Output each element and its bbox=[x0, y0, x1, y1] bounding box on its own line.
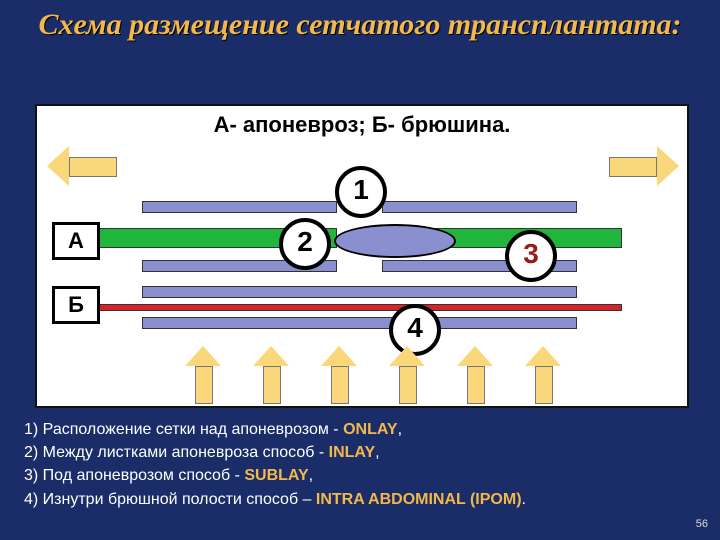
diagram-subtitle: А- апоневроз; Б- брюшина. bbox=[37, 112, 687, 138]
legend-item: 3) Под апоневрозом способ - SUBLAY, bbox=[24, 464, 704, 487]
page-number: 56 bbox=[696, 518, 708, 530]
arrow-up-icon bbox=[525, 346, 561, 402]
marker-3: 3 bbox=[505, 230, 557, 282]
mesh-sublay bbox=[142, 286, 577, 298]
slide-root: Схема размещение сетчатого трансплантата… bbox=[0, 0, 720, 540]
arrow-up-icon bbox=[185, 346, 221, 402]
mesh-ipom bbox=[142, 317, 577, 329]
arrow-up-icon bbox=[321, 346, 357, 402]
arrow-left-icon bbox=[47, 146, 117, 186]
arrow-up-icon bbox=[389, 346, 425, 402]
label-A: А bbox=[52, 222, 100, 260]
legend-list: 1) Расположение сетки над апоневрозом - … bbox=[24, 418, 704, 511]
marker-1: 1 bbox=[335, 166, 387, 218]
peritoneum bbox=[97, 304, 622, 311]
arrow-right-icon bbox=[609, 146, 679, 186]
legend-item: 4) Изнутри брюшной полости способ – INTR… bbox=[24, 488, 704, 511]
arrow-up-icon bbox=[457, 346, 493, 402]
legend-item: 2) Между листками апоневроза способ - IN… bbox=[24, 441, 704, 464]
mesh-onlay-top-right bbox=[382, 201, 577, 213]
slide-title: Схема размещение сетчатого трансплантата… bbox=[0, 0, 720, 43]
label-B: Б bbox=[52, 286, 100, 324]
hernia-ellipse bbox=[334, 224, 456, 258]
arrow-up-icon bbox=[253, 346, 289, 402]
legend-item: 1) Расположение сетки над апоневрозом - … bbox=[24, 418, 704, 441]
diagram-area: А- апоневроз; Б- брюшина. АБ1234 bbox=[35, 104, 689, 408]
marker-2: 2 bbox=[279, 218, 331, 270]
mesh-onlay-top-left bbox=[142, 201, 337, 213]
